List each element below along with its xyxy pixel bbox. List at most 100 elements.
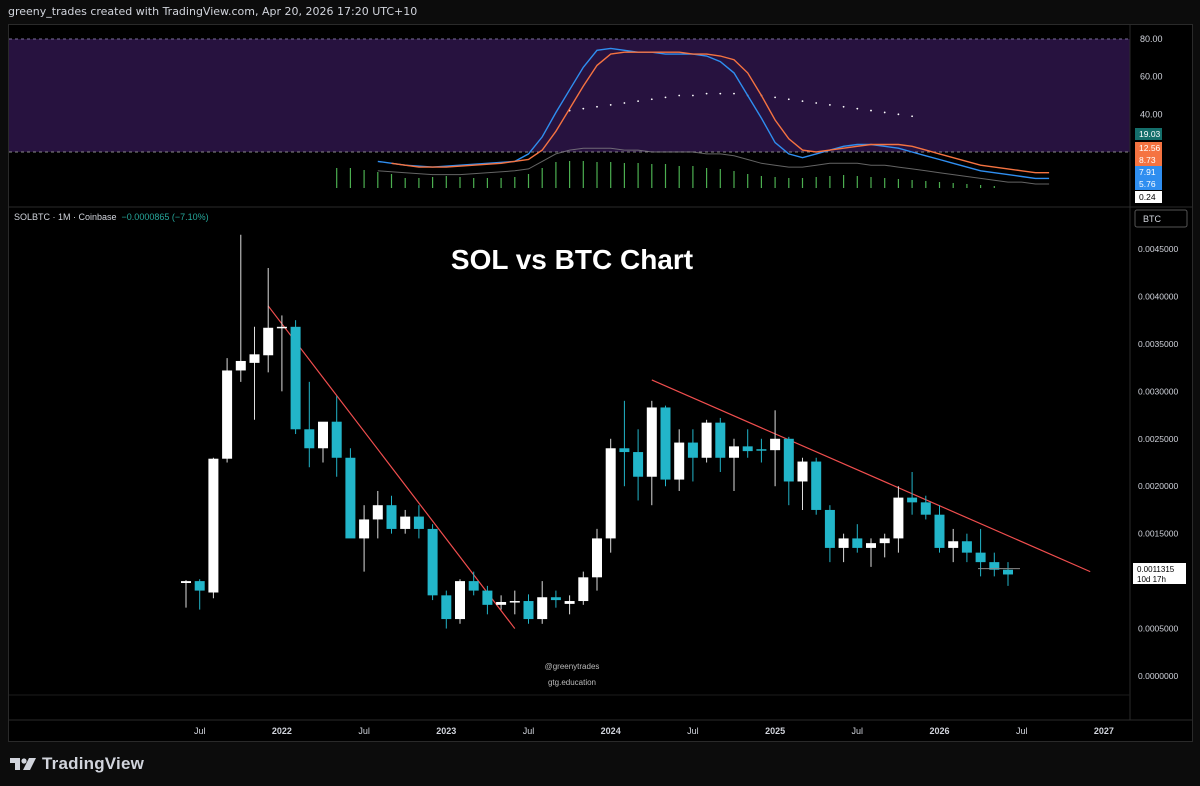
oscillator-axis: 80.00 60.00 40.00: [1140, 34, 1163, 119]
candle-28: [564, 595, 575, 615]
candle-body-47: [824, 509, 835, 548]
candle-body-44: [783, 438, 794, 482]
oscillator-dot-8: [678, 94, 681, 97]
candle-7: [276, 315, 287, 392]
oscillator-dot-16: [787, 98, 790, 101]
price-axis[interactable]: 0.0045000 0.0040000 0.0035000 0.0030000 0.00…: [1138, 244, 1178, 681]
time-axis[interactable]: Jul 2022 Jul 2023 Jul 2024 Jul 2025 Jul 2026 Jul 20…: [194, 726, 1114, 736]
candle-56: [948, 528, 959, 563]
oscillator-value-label-0: 19.03: [1135, 128, 1162, 140]
oscillator-dot-12: [733, 92, 735, 95]
candle-body-53: [907, 497, 918, 503]
oscillator-dot-24: [897, 113, 900, 116]
candle-body-58: [975, 552, 986, 563]
candle-body-59: [989, 562, 1000, 570]
symbol-info: SOLBTC · 1M · Coinbase: [14, 212, 117, 222]
currency-badge[interactable]: [1134, 209, 1188, 228]
candle-body-25: [523, 601, 534, 620]
candle-4: [235, 234, 246, 382]
candle-48: [838, 533, 849, 563]
candle-31: [605, 438, 616, 553]
candle-body-33: [633, 452, 644, 477]
price-tick-label-2: 0.0035000: [1138, 339, 1178, 349]
oscillator-value-label-4: 5.76: [1135, 178, 1162, 190]
oscillator-value-label-3: 7.91: [1135, 166, 1162, 178]
symbol-legend[interactable]: SOLBTC · 1M · Coinbase −0.0000865 (−7.10%…: [14, 212, 209, 222]
candle-1: [194, 579, 205, 610]
price-tick-label-4: 0.0025000: [1138, 434, 1178, 444]
candle-body-3: [222, 370, 233, 459]
time-axis-label-4: Jul: [523, 726, 535, 736]
candle-body-37: [687, 442, 698, 458]
candle-body-49: [852, 538, 863, 548]
tradingview-brand[interactable]: TradingView: [10, 754, 144, 774]
oscillator-dot-10: [705, 92, 708, 95]
oscillator-line-1: [391, 51, 1050, 174]
candle-42: [756, 438, 767, 463]
candle-body-55: [934, 514, 945, 548]
oscillator-dot-22: [870, 109, 872, 112]
candle-body-39: [715, 422, 726, 458]
candle-2: [208, 457, 219, 599]
candle-body-51: [879, 538, 890, 544]
tradingview-logo-icon: [10, 758, 36, 770]
last-price-value: 0.0011315: [1137, 565, 1175, 574]
candle-5: [249, 326, 260, 420]
oscillator-value-text-0: 19.03: [1139, 129, 1161, 139]
time-axis-label-11: 2027: [1094, 726, 1114, 736]
price-tick-label-0: 0.0045000: [1138, 244, 1178, 254]
oscillator-value-bg-3: [1135, 166, 1162, 178]
price-tick-label-5: 0.0020000: [1138, 481, 1178, 491]
time-axis-label-3: 2023: [436, 726, 456, 736]
oscillator-dot-11: [719, 92, 722, 95]
tradingview-wordmark: TradingView: [42, 754, 145, 773]
candle-53: [907, 471, 918, 515]
time-axis-label-8: Jul: [852, 726, 864, 736]
candle-43: [770, 410, 781, 487]
candle-37: [687, 429, 698, 482]
candle-body-36: [674, 442, 685, 480]
candle-30: [592, 528, 602, 591]
candle-50: [866, 538, 876, 567]
oscillator-dot-25: [911, 115, 913, 118]
candle-body-29: [578, 577, 589, 602]
candle-38: [701, 419, 712, 463]
candle-22: [482, 585, 493, 615]
candle-body-43: [770, 438, 781, 451]
candle-46: [811, 457, 822, 515]
candle-body-7: [276, 326, 287, 329]
oscillator-dot-17: [801, 100, 804, 103]
candle-body-56: [948, 541, 959, 548]
candle-25: [523, 594, 534, 624]
candle-body-9: [304, 429, 315, 449]
oscillator-dot-9: [692, 94, 694, 97]
candle-15: [386, 495, 397, 534]
candle-body-52: [893, 497, 904, 539]
oscillator-dot-4: [623, 102, 626, 104]
candle-47: [824, 505, 835, 563]
oscillator-overbought-zone: [9, 39, 1130, 152]
oscillator-dot-6: [650, 98, 653, 101]
candle-45: [797, 457, 808, 510]
candle-body-18: [427, 528, 438, 596]
candle-44: [783, 436, 794, 506]
candle-40: [729, 438, 739, 491]
oscillator-dot-1: [582, 107, 585, 110]
candle-34: [646, 400, 657, 506]
candle-49: [852, 524, 863, 553]
price-tick-label-9: 0.0000000: [1138, 671, 1178, 681]
candle-18: [427, 524, 438, 601]
candle-0: [181, 580, 191, 608]
candle-8: [290, 320, 301, 435]
oscillator-dot-21: [856, 107, 859, 110]
time-axis-label-7: 2025: [765, 726, 785, 736]
candle-body-6: [263, 327, 274, 356]
price-tick-label-8: 0.0005000: [1138, 624, 1178, 634]
oscillator-line-2: [377, 147, 1050, 185]
candle-32: [619, 400, 630, 487]
candle-14: [372, 490, 383, 539]
oscillator-tick-label-2: 40.00: [1140, 109, 1163, 119]
oscillator-value-label-2: 8.73: [1135, 154, 1162, 166]
candle-body-8: [290, 326, 301, 430]
